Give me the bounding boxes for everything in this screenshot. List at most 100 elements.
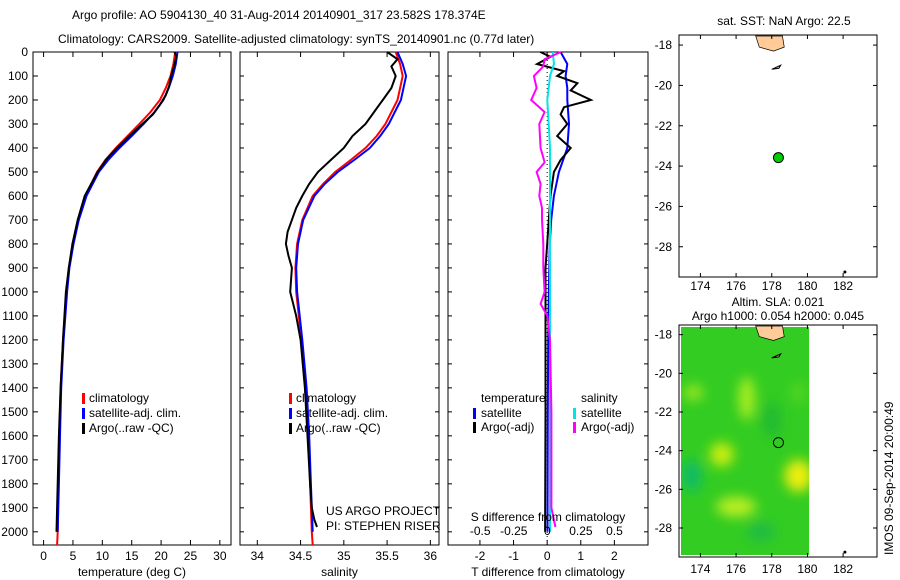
x-tick-label: 36	[424, 549, 438, 563]
argo-location-marker	[772, 152, 784, 164]
legend-swatch	[473, 408, 476, 419]
lon-tick-label: 178	[762, 279, 782, 293]
y-tick-label: 1300	[1, 357, 28, 371]
land-island	[843, 270, 847, 274]
legend-label: climatology	[89, 391, 149, 405]
map-title: Altim. SLA: 0.021	[732, 295, 825, 309]
s-tick-label: -0.25	[500, 524, 528, 538]
lat-tick-label: -24	[655, 159, 673, 173]
y-tick-label: 0	[21, 45, 28, 59]
y-tick-label: 1800	[1, 477, 28, 491]
x-axis-label: temperature (deg C)	[78, 565, 186, 579]
y-tick-label: 2000	[1, 525, 28, 539]
x-tick-label: 30	[213, 549, 227, 563]
sla-anomaly	[784, 459, 810, 492]
y-tick-label: 200	[8, 93, 28, 107]
legend-label: satellite-adj. clim.	[89, 406, 181, 420]
legend-swatch	[473, 422, 476, 433]
legend-header-salinity: salinity	[581, 391, 618, 405]
y-tick-label: 1900	[1, 501, 28, 515]
map-subtitle: Argo h1000: 0.054 h2000: 0.045	[692, 309, 864, 323]
legend-label: Argo(-adj)	[481, 420, 534, 434]
x-tick-label: 10	[96, 549, 110, 563]
lon-tick-label: 174	[690, 279, 710, 293]
legend-label: satellite-adj. clim.	[296, 406, 388, 420]
lat-tick-label: -22	[655, 119, 673, 133]
y-tick-label: 600	[8, 189, 28, 203]
sla-anomaly	[761, 401, 782, 438]
series-line-argo-raw-qc-	[284, 51, 399, 528]
s-tick-label: 0	[544, 524, 551, 538]
y-tick-label: 500	[8, 165, 28, 179]
s-tick-label: -0.5	[470, 524, 491, 538]
y-tick-label: 1200	[1, 333, 28, 347]
x-tick-label: 5	[70, 549, 77, 563]
lat-tick-label: -28	[655, 521, 673, 535]
sla-field	[681, 327, 810, 555]
legend-swatch	[289, 423, 292, 434]
x-tick-label: 34.5	[289, 549, 313, 563]
y-tick-label: 1100	[2, 309, 28, 323]
timestamp-stamp: IMOS 09-Sep-2014 20:00:49	[882, 401, 896, 555]
x-tick-label: 15	[125, 549, 139, 563]
project-annotation: PI: STEPHEN RISER	[326, 519, 441, 533]
lat-tick-label: -18	[655, 38, 673, 52]
land-island	[843, 550, 847, 554]
sla-base	[681, 327, 810, 555]
legend-label: satellite	[481, 406, 522, 420]
map-title: sat. SST: NaN Argo: 22.5	[717, 14, 851, 28]
project-annotation: US ARGO PROJECT	[326, 504, 441, 518]
lon-tick-label: 178	[762, 562, 782, 576]
legend-label: satellite	[581, 406, 622, 420]
y-tick-label: 100	[8, 69, 28, 83]
series-line-s-satellite	[546, 51, 556, 532]
x-tick-label: 25	[184, 549, 198, 563]
legend-label: Argo(..raw -QC)	[89, 421, 174, 435]
x-tick-label: 35	[337, 549, 351, 563]
legend-label: Argo(..raw -QC)	[296, 421, 381, 435]
legend-swatch	[82, 423, 85, 434]
lat-tick-label: -24	[655, 444, 673, 458]
lon-tick-label: 176	[726, 279, 746, 293]
x-tick-label: 0	[40, 549, 47, 563]
y-tick-label: 700	[8, 213, 28, 227]
title-line2: Climatology: CARS2009. Satellite-adjuste…	[58, 32, 534, 46]
series-line-satellite-adj-clim-	[295, 51, 408, 532]
lon-tick-label: 176	[726, 562, 746, 576]
x-tick-label: 2	[611, 549, 618, 563]
land-island	[771, 352, 782, 359]
series-line-argo-raw-qc-	[55, 51, 178, 532]
title-line1: Argo profile: AO 5904130_40 31-Aug-2014 …	[72, 8, 486, 22]
s-axis-label: S difference from climatology	[471, 510, 626, 524]
lon-tick-label: 182	[833, 562, 853, 576]
sla-anomaly	[681, 459, 702, 492]
sst-map-panel: 174 176 178 180 182 -18 -20 -22 -24 -26 -28 sat. SS…	[655, 14, 878, 293]
legend-swatch	[573, 422, 576, 433]
difference-panel: -2 -1 0 1 2 T difference from climatology -0.5…	[447, 51, 649, 579]
y-tick-label: 1700	[1, 453, 28, 467]
argo-location-marker	[772, 437, 784, 449]
map-frame	[678, 324, 878, 558]
s-tick-label: 0.5	[606, 524, 623, 538]
lon-tick-label: 180	[797, 562, 817, 576]
lon-tick-label: 180	[797, 279, 817, 293]
y-tick-label: 1500	[1, 405, 28, 419]
plot-frame	[239, 51, 440, 546]
sla-anomaly	[709, 442, 734, 467]
y-tick-label: 400	[8, 141, 28, 155]
x-tick-label: -1	[508, 549, 519, 563]
lon-tick-label: 182	[833, 279, 853, 293]
s-tick-label: 0.25	[569, 524, 593, 538]
series-line-s-argo-adj-	[529, 51, 562, 528]
lat-tick-label: -20	[655, 78, 673, 92]
lat-tick-label: -22	[655, 405, 673, 419]
legend-swatch	[289, 393, 292, 404]
x-tick-label: 0	[544, 549, 551, 563]
plot-frame	[32, 51, 232, 546]
y-tick-label: 800	[8, 237, 28, 251]
x-tick-label: 20	[154, 549, 168, 563]
lat-tick-label: -18	[655, 328, 673, 342]
lat-tick-label: -28	[655, 240, 673, 254]
sla-map-panel: 174 176 178 180 182 -18 -20 -22 -24 -26 -28 Altim. …	[655, 295, 878, 576]
